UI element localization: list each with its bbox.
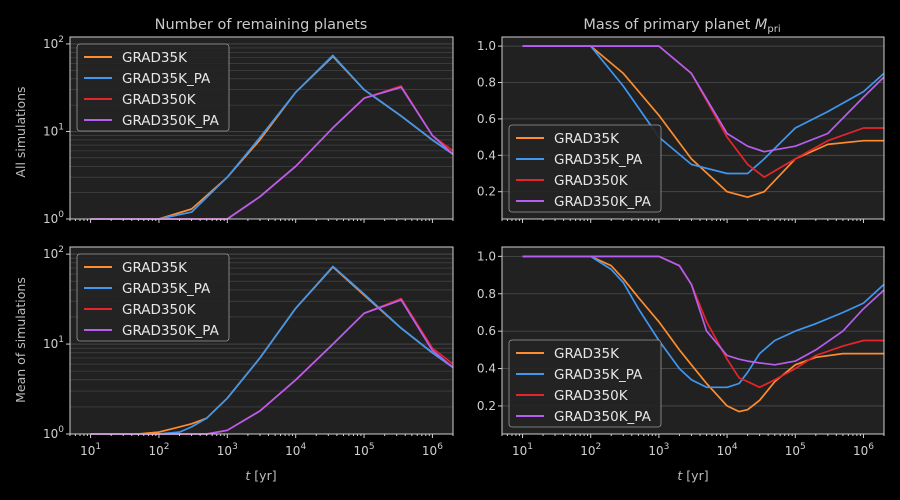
ytick-label: 102 [43,245,64,261]
legend: GRAD35K GRAD35K_PA GRAD350K GRAD350K_PA [508,124,662,213]
legend-box [76,253,230,342]
xtick-label: 104 [285,442,306,458]
legend-label-grad35k: GRAD35K [122,50,188,66]
xtick-label: 101 [512,442,533,458]
legend: GRAD35K GRAD35K_PA GRAD350K GRAD350K_PA [76,253,230,342]
ytick-label: 0.4 [477,362,496,376]
xtick-label: 105 [354,442,375,458]
legend-label-grad35k-pa: GRAD35K_PA [122,281,211,297]
legend-box [76,43,230,132]
legend-label-grad35k: GRAD35K [122,260,188,276]
legend-label-grad350k: GRAD350K [122,92,197,108]
legend-label-grad35k-pa: GRAD35K_PA [122,71,211,87]
axes-frame [501,36,885,220]
legend-label-grad35k: GRAD35K [554,131,620,147]
ytick-label: 0.6 [477,112,496,126]
ytick-label: 101 [43,122,64,138]
axes-frame [69,36,454,220]
ytick-label: 1.0 [477,39,496,53]
xtick-label: 106 [853,442,874,458]
xtick-label: 106 [422,442,443,458]
xlabel-left: t [yr] [245,468,276,483]
ytick-label: 100 [43,425,64,441]
ylabel-top: All simulations [13,86,28,177]
xtick-label: 102 [148,442,169,458]
ytick-label: 1.0 [477,249,496,263]
xtick-label: 101 [80,442,101,458]
xtick-label: 103 [648,442,669,458]
legend-label-grad350k-pa: GRAD350K_PA [122,113,220,129]
ytick-label: 0.8 [477,76,496,90]
axes-frame [501,246,885,435]
xtick-label: 103 [217,442,238,458]
title-planets: Number of remaining planets [155,17,368,33]
legend-label-grad35k-pa: GRAD35K_PA [554,152,643,168]
ytick-label: 0.2 [477,399,496,413]
ytick-label: 0.8 [477,287,496,301]
series-line-grad35k-pa [522,45,885,175]
legend-label-grad350k: GRAD350K [554,173,629,189]
ytick-label: 100 [43,210,64,226]
ylabel-bottom: Mean of simulations [13,277,28,403]
ytick-label: 0.2 [477,185,496,199]
legend: GRAD35K GRAD35K_PA GRAD350K GRAD350K_PA [508,339,662,428]
title-mass: Mass of primary planet Mpri [583,17,780,35]
legend-label-grad35k-pa: GRAD35K_PA [554,367,643,383]
legend-label-grad350k-pa: GRAD350K_PA [554,409,652,425]
xlabel-right: t [yr] [677,468,708,483]
legend-label-grad350k: GRAD350K [122,302,197,318]
legend-label-grad350k-pa: GRAD350K_PA [554,194,652,210]
xtick-label: 104 [717,442,738,458]
legend-label-grad35k: GRAD35K [554,346,620,362]
series-line-grad35k-pa [90,54,454,220]
legend-label-grad350k-pa: GRAD350K_PA [122,323,220,339]
series-line-grad35k [522,45,884,199]
ytick-label: 101 [43,335,64,351]
legend-label-grad350k: GRAD350K [554,388,629,404]
series-line-grad35k-pa [522,255,885,389]
series-line-grad350k-pa [522,45,885,153]
ytick-label: 102 [43,35,64,51]
legend: GRAD35K GRAD35K_PA GRAD350K GRAD350K_PA [76,43,230,132]
series-line-grad35k [522,255,884,413]
xtick-label: 105 [785,442,806,458]
ytick-label: 0.6 [477,324,496,338]
panel-planets-all: 100101102GRAD35KGRAD35K_PAGRAD350KGRAD35… [43,35,454,226]
legend-box [508,124,662,213]
legend-box [508,339,662,428]
series-line-grad350k-pa [522,255,885,366]
xtick-label: 102 [580,442,601,458]
panel-mass-mean: 0.2 0.4 0.6 0.8 1.0 101 102 103 104 105 106 GRAD35K… [477,246,885,458]
axes-frame [69,246,454,435]
panel-mass-all: 0.2 0.4 0.6 0.8 1.0 GRAD35K GRAD35K_PA GRAD350K… [477,36,885,223]
ytick-label: 0.4 [477,148,496,162]
